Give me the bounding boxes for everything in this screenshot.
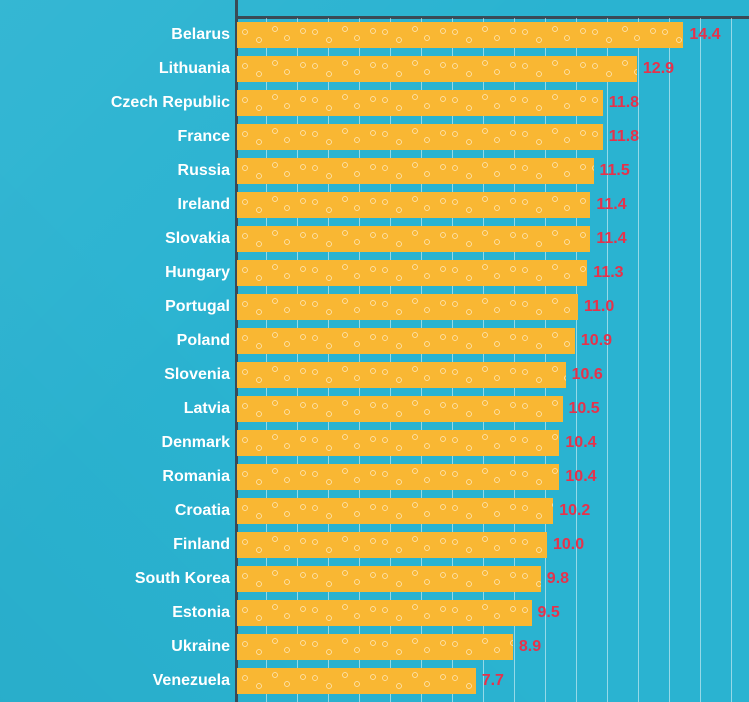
bar-value: 12.9 bbox=[637, 56, 674, 82]
bar bbox=[237, 192, 590, 218]
bar-value: 9.5 bbox=[532, 600, 560, 626]
country-label: Croatia bbox=[10, 498, 230, 524]
bar bbox=[237, 158, 594, 184]
bar-row: Croatia 10.2 bbox=[0, 498, 749, 524]
country-label: Latvia bbox=[10, 396, 230, 422]
bar bbox=[237, 362, 566, 388]
country-label: Slovenia bbox=[10, 362, 230, 388]
bar-value: 11.8 bbox=[603, 90, 639, 116]
bar-value: 9.8 bbox=[541, 566, 569, 592]
chart-background: Belarus 14.4 Lithuania 12.9 Czech Republic 11… bbox=[0, 0, 749, 702]
country-label: Denmark bbox=[10, 430, 230, 456]
horizontal-bar-chart: Belarus 14.4 Lithuania 12.9 Czech Republic 11… bbox=[0, 0, 749, 702]
bar bbox=[237, 294, 578, 320]
country-label: Lithuania bbox=[10, 56, 230, 82]
bar bbox=[237, 532, 547, 558]
country-label: Estonia bbox=[10, 600, 230, 626]
bar-value: 11.8 bbox=[603, 124, 639, 150]
bar-row: Finland 10.0 bbox=[0, 532, 749, 558]
bar-row: France 11.8 bbox=[0, 124, 749, 150]
bar-row: Hungary 11.3 bbox=[0, 260, 749, 286]
bar bbox=[237, 668, 476, 694]
country-label: Belarus bbox=[10, 22, 230, 48]
bar bbox=[237, 600, 532, 626]
country-label: Portugal bbox=[10, 294, 230, 320]
bar bbox=[237, 566, 541, 592]
bar bbox=[237, 328, 575, 354]
country-label: Hungary bbox=[10, 260, 230, 286]
bar-row: Czech Republic 11.8 bbox=[0, 90, 749, 116]
bar-value: 11.3 bbox=[587, 260, 623, 286]
country-label: Czech Republic bbox=[10, 90, 230, 116]
country-label: Poland bbox=[10, 328, 230, 354]
country-label: Finland bbox=[10, 532, 230, 558]
country-label: Ireland bbox=[10, 192, 230, 218]
bar bbox=[237, 464, 559, 490]
bar-row: Portugal 11.0 bbox=[0, 294, 749, 320]
bar-row: Poland 10.9 bbox=[0, 328, 749, 354]
bar-row: Romania 10.4 bbox=[0, 464, 749, 490]
bar-row: Denmark 10.4 bbox=[0, 430, 749, 456]
country-label: Russia bbox=[10, 158, 230, 184]
bar-row: Slovakia 11.4 bbox=[0, 226, 749, 252]
bar-value: 10.0 bbox=[547, 532, 584, 558]
bar bbox=[237, 56, 637, 82]
bar-value: 10.4 bbox=[559, 430, 596, 456]
country-label: Romania bbox=[10, 464, 230, 490]
bar-row: Russia 11.5 bbox=[0, 158, 749, 184]
bar bbox=[237, 498, 553, 524]
bar-value: 10.4 bbox=[559, 464, 596, 490]
bar bbox=[237, 396, 563, 422]
country-label: Slovakia bbox=[10, 226, 230, 252]
bar-row: Belarus 14.4 bbox=[0, 22, 749, 48]
bar bbox=[237, 90, 603, 116]
bar bbox=[237, 260, 587, 286]
country-label: France bbox=[10, 124, 230, 150]
bar-row: Ireland 11.4 bbox=[0, 192, 749, 218]
bar bbox=[237, 124, 603, 150]
bar-row: Estonia 9.5 bbox=[0, 600, 749, 626]
bar-value: 7.7 bbox=[476, 668, 504, 694]
bar-value: 11.5 bbox=[594, 158, 630, 184]
bar-row: Latvia 10.5 bbox=[0, 396, 749, 422]
bar-value: 14.4 bbox=[683, 22, 720, 48]
bar-value: 10.9 bbox=[575, 328, 612, 354]
bar-value: 11.4 bbox=[590, 226, 626, 252]
bar-row: Slovenia 10.6 bbox=[0, 362, 749, 388]
country-label: Venezuela bbox=[10, 668, 230, 694]
bar bbox=[237, 634, 513, 660]
bar-value: 8.9 bbox=[513, 634, 541, 660]
bar-value: 10.5 bbox=[563, 396, 600, 422]
bar-row: South Korea 9.8 bbox=[0, 566, 749, 592]
bar-value: 11.4 bbox=[590, 192, 626, 218]
bar-value: 10.6 bbox=[566, 362, 603, 388]
bar bbox=[237, 226, 590, 252]
bar-value: 11.0 bbox=[578, 294, 614, 320]
bar-row: Ukraine 8.9 bbox=[0, 634, 749, 660]
bar-value: 10.2 bbox=[553, 498, 590, 524]
country-label: Ukraine bbox=[10, 634, 230, 660]
country-label: South Korea bbox=[10, 566, 230, 592]
bar-row: Lithuania 12.9 bbox=[0, 56, 749, 82]
bar bbox=[237, 430, 559, 456]
bar bbox=[237, 22, 683, 48]
x-axis-line bbox=[235, 16, 749, 19]
bar-row: Venezuela 7.7 bbox=[0, 668, 749, 694]
